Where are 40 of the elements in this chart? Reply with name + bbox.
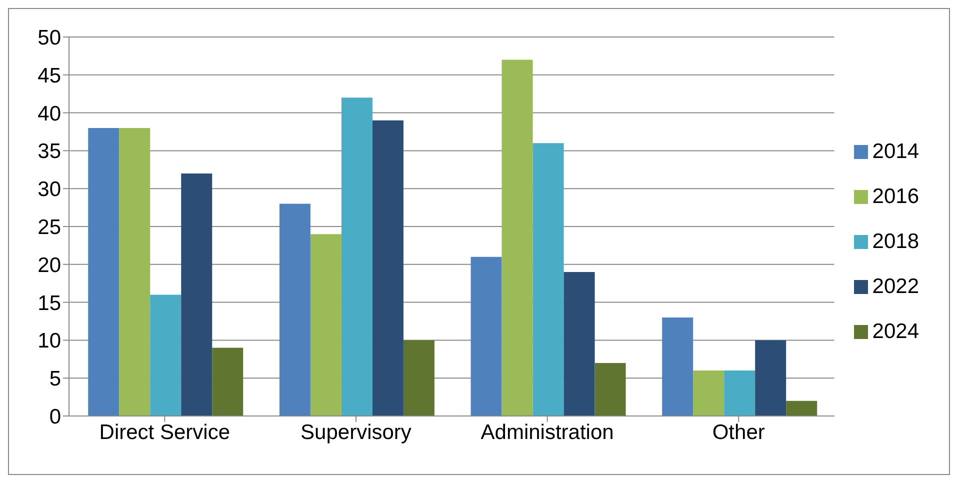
y-tick-label: 20: [38, 254, 61, 277]
y-tick-label: 30: [38, 178, 61, 202]
bar: [786, 400, 818, 416]
bar: [181, 173, 212, 416]
bar: [564, 272, 595, 416]
y-tick-label: 15: [38, 292, 61, 315]
legend-label: 2014: [872, 140, 919, 163]
y-tick-label: 25: [38, 216, 61, 239]
bar: [310, 234, 342, 416]
bar: [502, 60, 533, 416]
legend-label: 2024: [872, 320, 919, 343]
y-tick-label: 50: [38, 26, 61, 50]
bar: [150, 294, 182, 416]
bar: [279, 204, 310, 416]
bar: [693, 370, 724, 416]
legend-label: 2016: [872, 185, 919, 208]
bar: [532, 143, 564, 416]
bar: [470, 256, 502, 416]
bar: [724, 370, 756, 416]
bar: [119, 128, 150, 416]
y-tick-label: 40: [38, 102, 61, 126]
bar: [594, 362, 626, 416]
y-tick-label: 0: [49, 405, 61, 428]
bar: [403, 340, 434, 416]
bar: [755, 340, 786, 416]
bar: [88, 128, 120, 416]
y-tick-label: 35: [38, 140, 61, 164]
x-tick-label: Supervisory: [300, 420, 412, 444]
bar: [372, 120, 404, 416]
x-tick-label: Administration: [480, 420, 614, 444]
y-tick-label: 5: [49, 368, 61, 391]
legend-label: 2022: [872, 275, 919, 298]
bar: [341, 98, 372, 416]
x-tick-label: Other: [712, 420, 765, 444]
y-tick-label: 45: [38, 64, 61, 88]
y-tick-label: 10: [38, 330, 61, 353]
legend-label: 2018: [872, 230, 919, 253]
bar: [662, 317, 694, 416]
bar: [212, 348, 244, 416]
x-tick-label: Direct Service: [99, 420, 230, 444]
